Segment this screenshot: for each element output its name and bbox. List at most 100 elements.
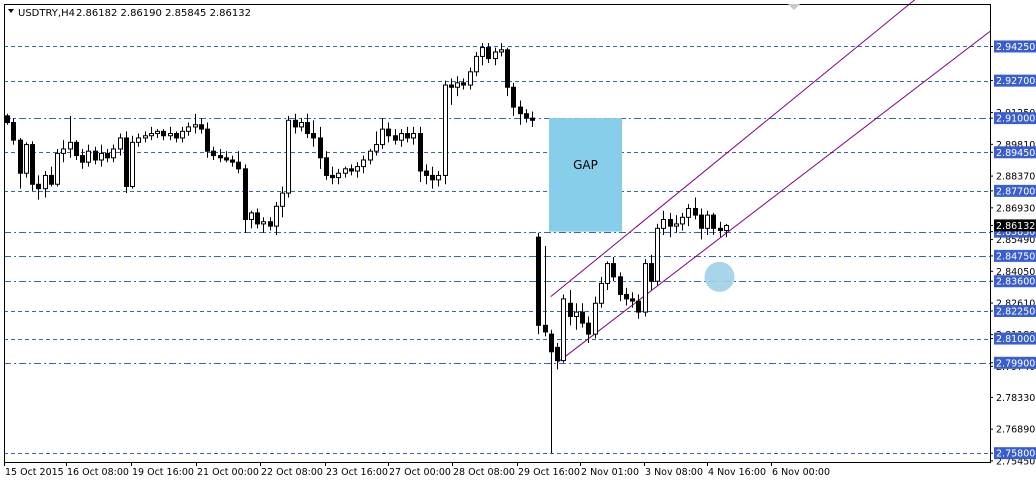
x-tick-label: 21 Oct 00:00 (197, 467, 259, 478)
candle-40 (255, 208, 260, 229)
candle-91 (574, 303, 579, 330)
candle-body (5, 115, 10, 124)
candle-body (180, 130, 185, 139)
y-tick-label: 2.82610 (996, 299, 1035, 310)
x-tick-label: 6 Nov 00:00 (772, 467, 830, 478)
candle-body (699, 214, 704, 229)
candle-52 (330, 166, 335, 185)
candle-body (136, 137, 141, 143)
candle-76 (480, 43, 485, 66)
candle-body (411, 133, 416, 139)
candle-11 (74, 140, 79, 160)
candle-0 (5, 113, 10, 125)
level-label: 2.91000 (996, 114, 1035, 125)
level-label: 2.85850 (996, 227, 1035, 238)
candle-7 (49, 166, 54, 187)
candle-body (611, 263, 616, 278)
candle-body (499, 49, 504, 53)
candle-74 (468, 67, 473, 90)
candle-body (449, 84, 454, 88)
level-label-bg (994, 112, 1036, 125)
x-tick-label: 19 Oct 16:00 (132, 467, 194, 478)
chart-header: USDTRY,H4 2.86182 2.86190 2.85845 2.8613… (8, 8, 251, 19)
x-tick-label: 23 Oct 16:00 (326, 467, 388, 478)
candle-98 (618, 272, 623, 302)
candle-108 (680, 212, 685, 231)
candle-body (324, 157, 329, 176)
candle-46 (293, 113, 298, 134)
candle-body (330, 174, 335, 179)
level-label: 2.92700 (996, 76, 1035, 87)
plot-border (4, 4, 991, 463)
candle-87 (549, 329, 554, 454)
candle-99 (624, 287, 629, 306)
candle-80 (505, 47, 510, 97)
candle-body (393, 135, 398, 141)
candle-body (724, 224, 729, 232)
level-label-bg (994, 304, 1036, 317)
candle-body (580, 311, 585, 324)
candle-81 (511, 82, 516, 116)
candle-body (680, 216, 685, 225)
candle-body (711, 214, 716, 229)
candle-body (149, 133, 154, 137)
candle-body (630, 298, 635, 302)
candle-103 (649, 254, 654, 291)
candle-body (174, 133, 179, 139)
candle-body (518, 106, 523, 115)
candle-26 (168, 126, 173, 141)
candle-body (343, 168, 348, 174)
current-price-label: 2.86132 (996, 221, 1035, 232)
candle-body (593, 302, 598, 335)
candle-body (280, 192, 285, 207)
candle-36 (230, 155, 235, 167)
candle-body (305, 122, 310, 135)
candle-89 (561, 294, 566, 363)
candle-27 (174, 131, 179, 143)
candle-body (118, 137, 123, 150)
level-lines (4, 46, 990, 454)
candle-112 (705, 210, 710, 235)
candle-body (161, 130, 166, 137)
candle-32 (205, 122, 210, 158)
y-tick-label: 2.76890 (996, 425, 1035, 436)
candle-23 (149, 126, 154, 141)
x-tick-label: 15 Oct 2015 (5, 467, 64, 478)
candle-body (574, 311, 579, 318)
candle-body (311, 133, 316, 139)
candle-2 (18, 137, 23, 189)
candle-body (686, 207, 691, 218)
candle-body (218, 155, 223, 159)
candle-body (224, 157, 229, 161)
candle-body (649, 263, 654, 282)
x-tick-label: 27 Oct 00:00 (389, 467, 451, 478)
candle-113 (711, 212, 716, 235)
candle-body (536, 236, 541, 326)
dropdown-triangle-icon[interactable] (8, 9, 14, 13)
candle-45 (286, 115, 291, 198)
candle-body (255, 212, 260, 225)
candle-body (86, 150, 91, 163)
candle-body (236, 161, 241, 170)
x-tick-label: 3 Nov 08:00 (645, 467, 703, 478)
candle-body (443, 84, 448, 176)
candle-62 (393, 129, 398, 145)
gap-label: GAP (573, 158, 598, 172)
level-label-bg (994, 275, 1036, 288)
channel-line-upper (550, 0, 916, 298)
candle-9 (61, 140, 66, 163)
candle-51 (324, 151, 329, 180)
candles (5, 43, 729, 454)
ohlc-readout: 2.86182 2.86190 2.85845 2.86132 (76, 8, 251, 19)
channel-line-lower (556, 30, 991, 364)
candle-66 (418, 126, 423, 183)
candle-83 (524, 109, 529, 123)
candle-body (524, 113, 529, 119)
candle-31 (199, 118, 204, 134)
highlight-circle (704, 261, 735, 292)
candle-84 (530, 111, 535, 127)
candle-body (599, 282, 604, 304)
candle-body (49, 174, 54, 185)
